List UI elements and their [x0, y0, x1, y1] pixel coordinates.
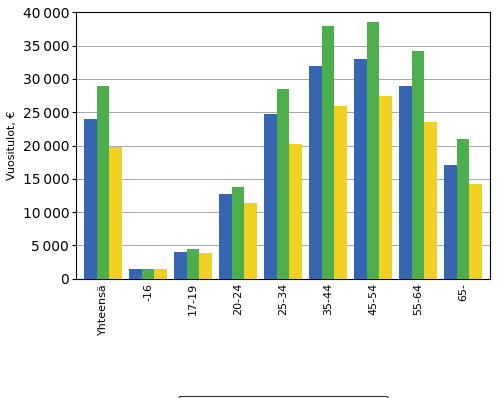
Bar — [412, 51, 424, 279]
Bar — [129, 269, 142, 279]
Bar — [155, 269, 167, 279]
Bar — [97, 86, 109, 279]
Bar — [334, 105, 347, 279]
Bar — [174, 252, 187, 279]
Bar — [444, 166, 457, 279]
Bar — [109, 147, 122, 279]
Bar — [354, 59, 367, 279]
Bar — [264, 114, 277, 279]
Bar — [142, 269, 155, 279]
Y-axis label: Vuositulot, €: Vuositulot, € — [7, 111, 17, 180]
Bar — [187, 249, 199, 279]
Bar — [399, 86, 412, 279]
Bar — [379, 96, 392, 279]
Bar — [457, 139, 469, 279]
Bar — [199, 253, 212, 279]
Bar — [277, 89, 289, 279]
Legend: Yhteensä, Miehet, Naiset: Yhteensä, Miehet, Naiset — [178, 396, 388, 398]
Bar — [232, 187, 245, 279]
Bar — [289, 144, 302, 279]
Bar — [469, 184, 482, 279]
Bar — [367, 22, 379, 279]
Bar — [245, 203, 257, 279]
Bar — [322, 26, 334, 279]
Bar — [309, 66, 322, 279]
Bar — [424, 121, 437, 279]
Bar — [84, 119, 97, 279]
Bar — [219, 194, 232, 279]
